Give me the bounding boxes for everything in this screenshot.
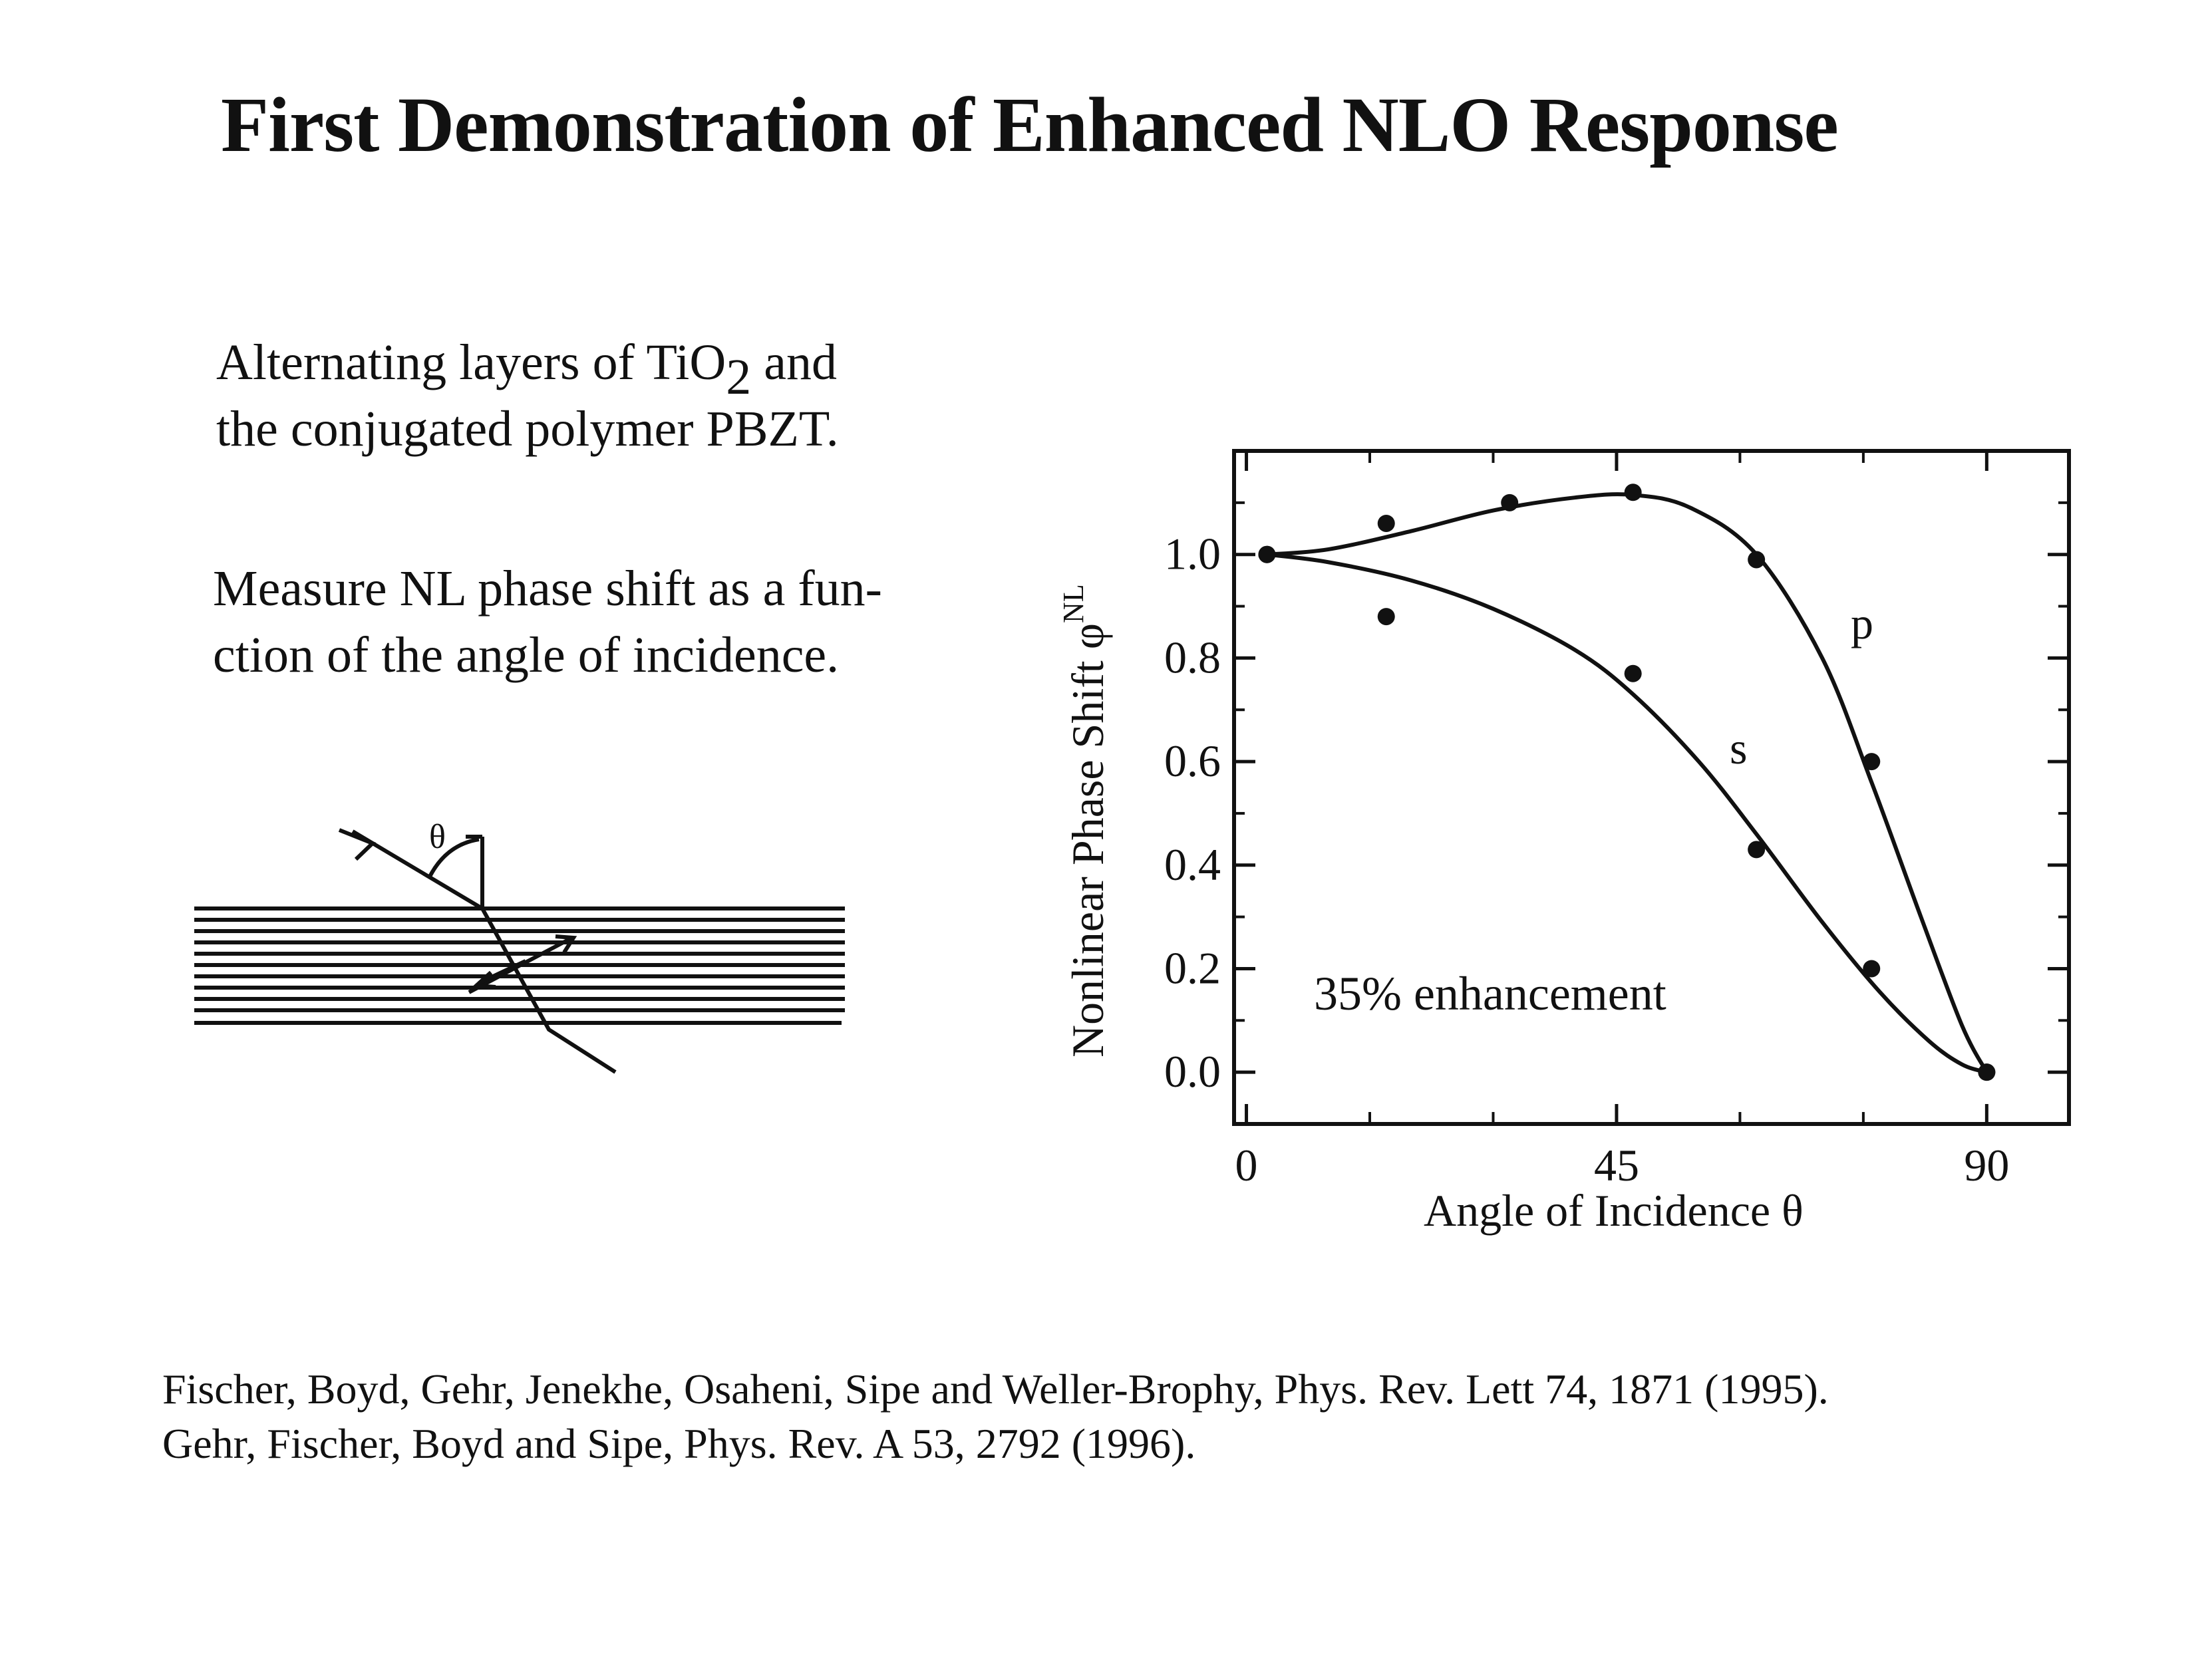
fit-curve-s [1267,552,1988,1075]
y-axis-label: Nonlinear Phase Shift φNL [1057,584,1113,1057]
reference-1: Fischer, Boyd, Gehr, Jenekhe, Osaheni, S… [162,1365,1829,1413]
measurement-description-line2: ction of the angle of incidence. [213,627,840,683]
data-point-p [1748,551,1766,569]
references: Fischer, Boyd, Gehr, Jenekhe, Osaheni, S… [162,1362,1829,1471]
fit-curve-p [1267,492,1989,1073]
data-point-s [1748,841,1766,859]
data-point-s [1863,960,1881,978]
data-point-p [1377,514,1395,532]
layers-description-line2: the conjugated polymer PBZT. [216,401,839,457]
layers-text-pre: Alternating layers of TiO [216,335,726,390]
series-label-s: s [1730,723,1747,773]
reference-2: Gehr, Fischer, Boyd and Sipe, Phys. Rev.… [162,1420,1196,1467]
data-point-p [1624,484,1642,501]
x-tick-label: 45 [1594,1140,1639,1190]
y-tick-label: 0.6 [1164,736,1221,786]
data-point-p [1863,753,1881,771]
fit-curves [1267,492,1989,1075]
tio2-subscript: 2 [726,349,752,405]
x-axis-label: Angle of Incidence θ [1424,1185,1804,1236]
data-point-s [1377,608,1395,626]
y-tick-label: 0.0 [1164,1046,1221,1097]
slide-title: First Demonstration of Enhanced NLO Resp… [221,81,1839,168]
series-label-p: p [1851,598,1873,648]
chart-labels: Angle of Incidence θ Nonlinear Phase Shi… [1057,584,1873,1236]
plot-border [1232,449,2071,1126]
data-point-s [1978,1063,1996,1081]
layers-description: Alternating layers of TiO2 and the conju… [216,329,839,462]
y-tick-label: 0.8 [1164,632,1221,682]
y-tick-label: 0.2 [1164,942,1221,993]
internal-arrow-icon [471,970,496,989]
layers-text-post: and [751,335,838,390]
plot-frame [1232,449,2071,1126]
internal-ray [478,959,527,985]
data-point-p [1501,493,1519,511]
data-points [1258,484,1996,1081]
measurement-description-line1: Measure NL phase shift as a fun- [213,561,882,617]
annotation-text: 35% enhancement [1314,967,1666,1020]
measurement-description: Measure NL phase shift as a fun- ction o… [213,555,882,688]
internal-arrow-icon [555,934,577,954]
y-tick-label: 1.0 [1164,529,1221,579]
x-tick-label: 90 [1964,1140,2009,1190]
data-point-s [1258,545,1276,563]
theta-label: θ [429,818,446,856]
x-tick-label: 0 [1235,1140,1258,1190]
layers-description-line1: Alternating layers of TiO2 and [216,329,839,402]
angle-arc [427,837,480,879]
data-point-s [1624,664,1642,682]
y-axis-label-superscript: NL [1057,584,1090,623]
y-axis-label-text: Nonlinear Phase Shift φ [1062,623,1113,1057]
incident-arrow-icon [338,828,377,861]
tick-marks: 0.0 0.2 0.4 0.6 0.8 1.0 0 45 90 [1164,450,2069,1190]
y-tick-label: 0.4 [1164,839,1221,890]
